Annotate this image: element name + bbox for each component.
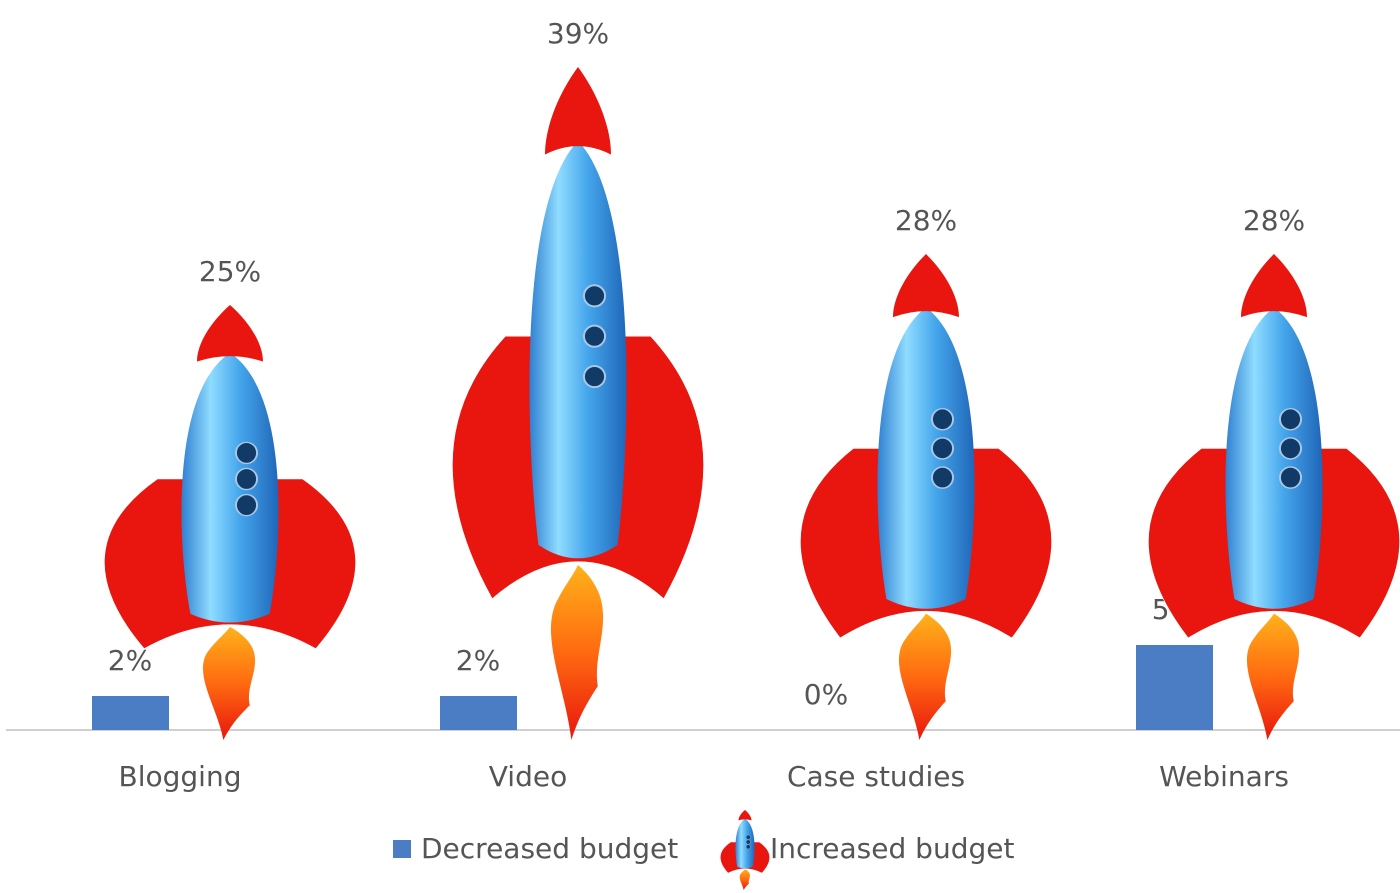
rocket-body bbox=[735, 818, 755, 869]
value-label: 25% bbox=[199, 255, 261, 288]
rocket-flame bbox=[898, 613, 952, 740]
rocket-window bbox=[234, 493, 259, 517]
rocket-flame bbox=[739, 869, 750, 890]
value-label: 28% bbox=[895, 204, 957, 237]
x-tick-label: Video bbox=[489, 760, 567, 793]
rocket-window bbox=[234, 441, 259, 465]
rocket-window bbox=[930, 437, 955, 460]
rocket-window bbox=[582, 284, 607, 308]
rocket-window bbox=[1278, 466, 1303, 489]
rocket-window bbox=[1278, 407, 1303, 431]
rocket-nose bbox=[893, 254, 959, 318]
value-label: 39% bbox=[547, 17, 609, 50]
rocket-body bbox=[181, 352, 279, 623]
rocket-window bbox=[582, 324, 607, 348]
value-label: 2% bbox=[456, 644, 500, 677]
rocket-marker bbox=[1148, 254, 1399, 740]
rocket-nose bbox=[545, 67, 611, 155]
value-label: 28% bbox=[1243, 204, 1305, 237]
rocket-marker bbox=[104, 305, 355, 740]
x-tick-label: Blogging bbox=[119, 760, 242, 793]
legend-rocket bbox=[720, 810, 769, 890]
rocket-window bbox=[582, 365, 607, 389]
rocket-nose bbox=[197, 305, 263, 362]
rocket-window bbox=[745, 835, 751, 840]
bar bbox=[92, 696, 169, 730]
rocket-flame bbox=[550, 565, 604, 740]
rocket-window bbox=[1278, 437, 1303, 460]
rocket-window bbox=[930, 407, 955, 431]
value-label: 2% bbox=[108, 644, 152, 677]
rocket-body bbox=[877, 307, 975, 609]
rocket-flame bbox=[202, 626, 256, 740]
bar bbox=[440, 696, 517, 730]
x-tick-label: Webinars bbox=[1159, 760, 1289, 793]
legend-label: Increased budget bbox=[770, 832, 1014, 865]
rocket-marker bbox=[452, 67, 703, 740]
rocket-window bbox=[745, 844, 751, 850]
rocket-marker bbox=[800, 254, 1051, 740]
rocket-nose bbox=[738, 810, 752, 821]
rocket-window bbox=[234, 467, 259, 491]
x-tick-label: Case studies bbox=[787, 760, 965, 793]
legend-label: Decreased budget bbox=[421, 832, 678, 865]
legend-swatch bbox=[393, 840, 411, 858]
rocket-flame bbox=[1246, 613, 1300, 740]
rocket-window bbox=[930, 466, 955, 489]
rocket-window bbox=[745, 839, 751, 845]
bar bbox=[1136, 645, 1213, 730]
rocket-nose bbox=[1241, 254, 1307, 318]
rocket-body bbox=[529, 141, 627, 559]
value-label: 0% bbox=[804, 678, 848, 711]
rocket-body bbox=[1225, 307, 1323, 609]
